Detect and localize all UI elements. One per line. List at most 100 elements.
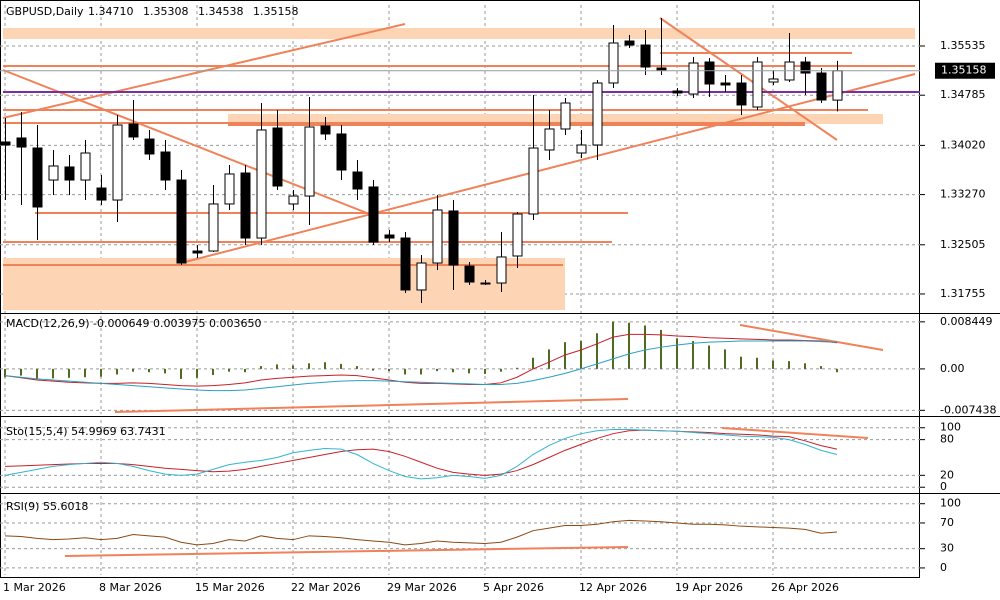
histogram-bar bbox=[372, 368, 374, 371]
candle-body bbox=[272, 127, 283, 187]
histogram-bar bbox=[212, 368, 214, 376]
rsi-title: RSI(9) 55.6018 bbox=[6, 500, 88, 513]
candle-body bbox=[480, 282, 491, 285]
histogram-bar bbox=[68, 368, 70, 378]
histogram-bar bbox=[228, 368, 230, 372]
y-tick-label: 20 bbox=[940, 468, 954, 481]
candle-body bbox=[688, 62, 699, 95]
candle-body bbox=[112, 124, 123, 201]
indicator-line bbox=[4, 333, 838, 387]
histogram-bar bbox=[580, 341, 582, 369]
histogram-bar bbox=[772, 360, 774, 369]
histogram-bar bbox=[196, 368, 198, 378]
histogram-bar bbox=[180, 368, 182, 379]
candle-body bbox=[48, 165, 59, 181]
last-price-label: 1.35158 bbox=[941, 64, 987, 77]
candle-body bbox=[512, 213, 523, 257]
histogram-bar bbox=[484, 368, 486, 374]
candle-body bbox=[592, 82, 603, 146]
candle-body bbox=[320, 125, 331, 135]
histogram-bar bbox=[244, 368, 246, 373]
candle-body bbox=[736, 82, 747, 106]
candle-body bbox=[432, 209, 443, 264]
histogram-bar bbox=[756, 357, 758, 369]
y-tick-label: 0 bbox=[940, 480, 947, 493]
candle-body bbox=[208, 203, 219, 252]
sto-title: Sto(15,5,4) 54.9969 63.7431 bbox=[6, 425, 166, 438]
histogram-bar bbox=[468, 368, 470, 374]
candle-body bbox=[16, 137, 27, 148]
histogram-bar bbox=[660, 329, 662, 369]
candle-body bbox=[176, 179, 187, 264]
frame bbox=[0, 0, 1000, 578]
histogram-bar bbox=[836, 368, 838, 373]
indicator-line bbox=[4, 429, 838, 476]
y-tick-label: 100 bbox=[940, 497, 961, 510]
x-tick-label: 19 Apr 2026 bbox=[675, 581, 743, 594]
histogram-bar bbox=[788, 361, 790, 369]
histogram-bar bbox=[548, 349, 550, 369]
histogram-bar bbox=[340, 363, 342, 369]
y-tick-label: 0.00 bbox=[940, 362, 965, 375]
histogram-bar bbox=[148, 368, 150, 373]
candle-body bbox=[384, 234, 395, 239]
candle-body bbox=[448, 210, 459, 266]
histogram-bar bbox=[4, 368, 6, 378]
candle-body bbox=[304, 126, 315, 197]
histogram-bar bbox=[820, 366, 822, 369]
candle-body bbox=[80, 152, 91, 181]
symbol-title: GBPUSD,Daily bbox=[6, 5, 84, 18]
candle-body bbox=[800, 61, 811, 74]
histogram-bar bbox=[260, 366, 262, 369]
histogram-bar bbox=[20, 368, 22, 376]
header-open: 1.34710 bbox=[88, 5, 134, 18]
candle-body bbox=[704, 61, 715, 85]
histogram-bar bbox=[612, 321, 614, 369]
candle-body bbox=[640, 44, 651, 68]
histogram-bar bbox=[132, 368, 134, 372]
macd-title: MACD(12,26,9) -0.000649 0.003975 0.00365… bbox=[6, 317, 261, 330]
histogram-bar bbox=[596, 333, 598, 369]
histogram-bar bbox=[564, 342, 566, 369]
candle-body bbox=[816, 72, 827, 101]
x-tick-label: 22 Mar 2026 bbox=[291, 581, 361, 594]
x-tick-label: 15 Mar 2026 bbox=[195, 581, 265, 594]
candle-body bbox=[352, 171, 363, 190]
candle-body bbox=[128, 123, 139, 138]
histogram-bar bbox=[516, 367, 518, 369]
x-tick-label: 1 Mar 2026 bbox=[3, 581, 66, 594]
y-tick-label: 1.35535 bbox=[940, 39, 986, 52]
histogram-bar bbox=[404, 368, 406, 375]
candle-body bbox=[464, 265, 475, 283]
header-close: 1.35158 bbox=[253, 5, 299, 18]
candle-body bbox=[768, 78, 779, 83]
candle-body bbox=[32, 147, 43, 208]
y-tick-label: 30 bbox=[940, 542, 954, 555]
y-tick-label: 0 bbox=[940, 561, 947, 574]
candle-body bbox=[400, 237, 411, 291]
histogram-bar bbox=[740, 356, 742, 369]
candle-body bbox=[192, 250, 203, 254]
candle-body bbox=[256, 129, 267, 239]
candle-body bbox=[832, 70, 843, 101]
histogram-bar bbox=[292, 365, 294, 369]
candle-body bbox=[240, 172, 251, 239]
x-tick-label: 5 Apr 2026 bbox=[483, 581, 544, 594]
candle-body bbox=[624, 40, 635, 46]
histogram-bar bbox=[436, 368, 438, 372]
indicator-line bbox=[4, 429, 838, 480]
candle-body bbox=[0, 141, 11, 146]
candle-body bbox=[336, 133, 347, 171]
indicator-line bbox=[4, 519, 838, 546]
y-tick-label: 100 bbox=[940, 421, 961, 434]
histogram-bar bbox=[708, 345, 710, 369]
x-tick-label: 12 Apr 2026 bbox=[579, 581, 647, 594]
candle-body bbox=[368, 186, 379, 243]
candle-body bbox=[528, 147, 539, 215]
indicator-line bbox=[4, 340, 838, 392]
histogram-bar bbox=[116, 368, 118, 375]
candle-body bbox=[496, 256, 507, 284]
candle-body bbox=[224, 173, 235, 205]
candle-body bbox=[560, 102, 571, 130]
